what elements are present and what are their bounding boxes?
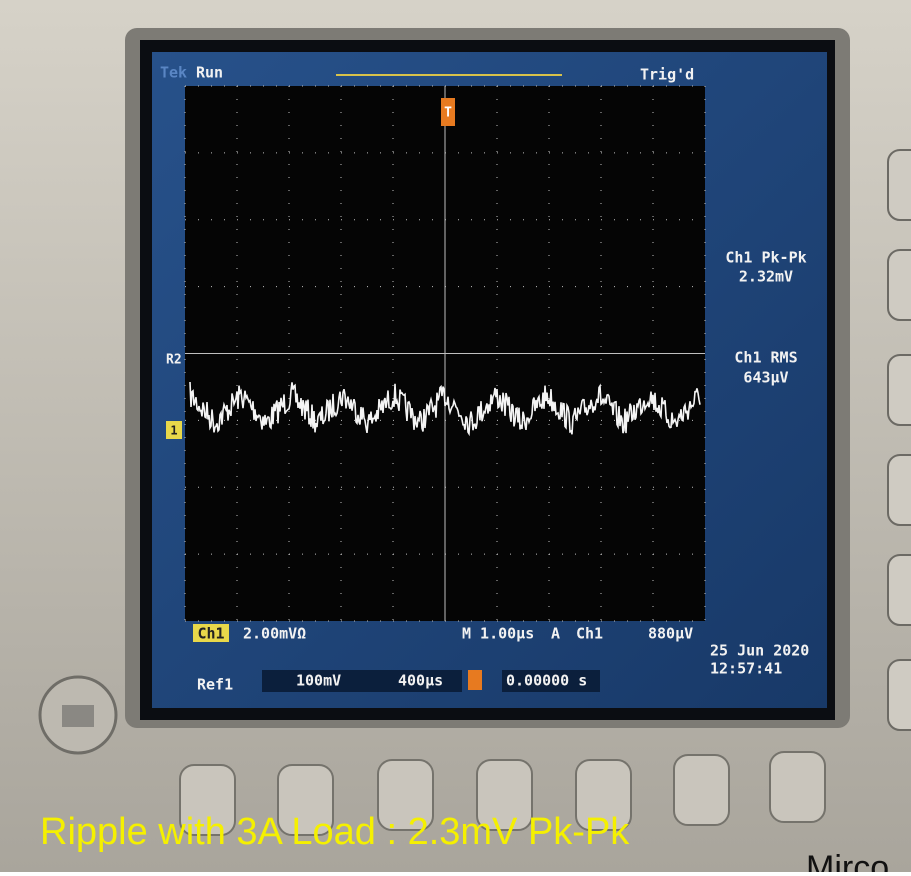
ref-time: 400µs bbox=[398, 672, 443, 690]
menu-button[interactable] bbox=[673, 754, 730, 826]
measurement-label: Ch1 Pk-Pk bbox=[725, 249, 806, 267]
channel-marker: 1 bbox=[170, 424, 177, 438]
measurement-value: 643µV bbox=[743, 369, 788, 387]
menu-button[interactable] bbox=[377, 759, 434, 831]
ref-box bbox=[262, 670, 462, 692]
menu-button[interactable] bbox=[179, 764, 236, 836]
trigger-status: Trig'd bbox=[640, 66, 694, 84]
print-icon bbox=[62, 705, 94, 727]
ref: Ref1 bbox=[197, 676, 233, 694]
measurement-label: Ch1 RMS bbox=[734, 349, 797, 367]
position: 0.00000 s bbox=[506, 672, 587, 690]
menu-button[interactable] bbox=[476, 759, 533, 831]
date: 25 Jun 2020 bbox=[710, 642, 809, 660]
channel-box bbox=[193, 624, 229, 642]
trigger-level: 880µV bbox=[648, 625, 693, 643]
position-icon bbox=[468, 670, 482, 690]
side-button[interactable] bbox=[887, 659, 911, 731]
trigger-source: Ch1 bbox=[576, 625, 603, 643]
menu-button[interactable] bbox=[277, 764, 334, 836]
timebase: M 1.00µs bbox=[462, 625, 534, 643]
side-button[interactable] bbox=[887, 454, 911, 526]
measurement-value: 2.32mV bbox=[739, 268, 793, 286]
corner-text: Mirco bbox=[806, 849, 889, 872]
ref-marker: R2 bbox=[166, 353, 182, 368]
caption: Ripple with 3A Load : 2.3mV Pk-Pk bbox=[40, 811, 630, 853]
waveform bbox=[189, 381, 701, 437]
ref-scale: 100mV bbox=[296, 672, 341, 690]
time: 12:57:41 bbox=[710, 660, 782, 678]
run-state: Run bbox=[196, 64, 223, 82]
channel: Ch1 bbox=[197, 625, 224, 643]
position-box bbox=[502, 670, 600, 692]
trigger-marker: T bbox=[444, 106, 452, 121]
brand: Tek bbox=[160, 64, 187, 82]
side-button[interactable] bbox=[887, 149, 911, 221]
side-button[interactable] bbox=[887, 249, 911, 321]
menu-button[interactable] bbox=[769, 751, 826, 823]
trigger-marker-box bbox=[441, 98, 455, 126]
side-button[interactable] bbox=[887, 554, 911, 626]
channel-marker-box bbox=[166, 421, 182, 439]
scale: 2.00mVΩ bbox=[243, 625, 306, 643]
side-button[interactable] bbox=[887, 354, 911, 426]
trigger-mode: A bbox=[551, 625, 560, 643]
menu-button[interactable] bbox=[575, 759, 632, 831]
